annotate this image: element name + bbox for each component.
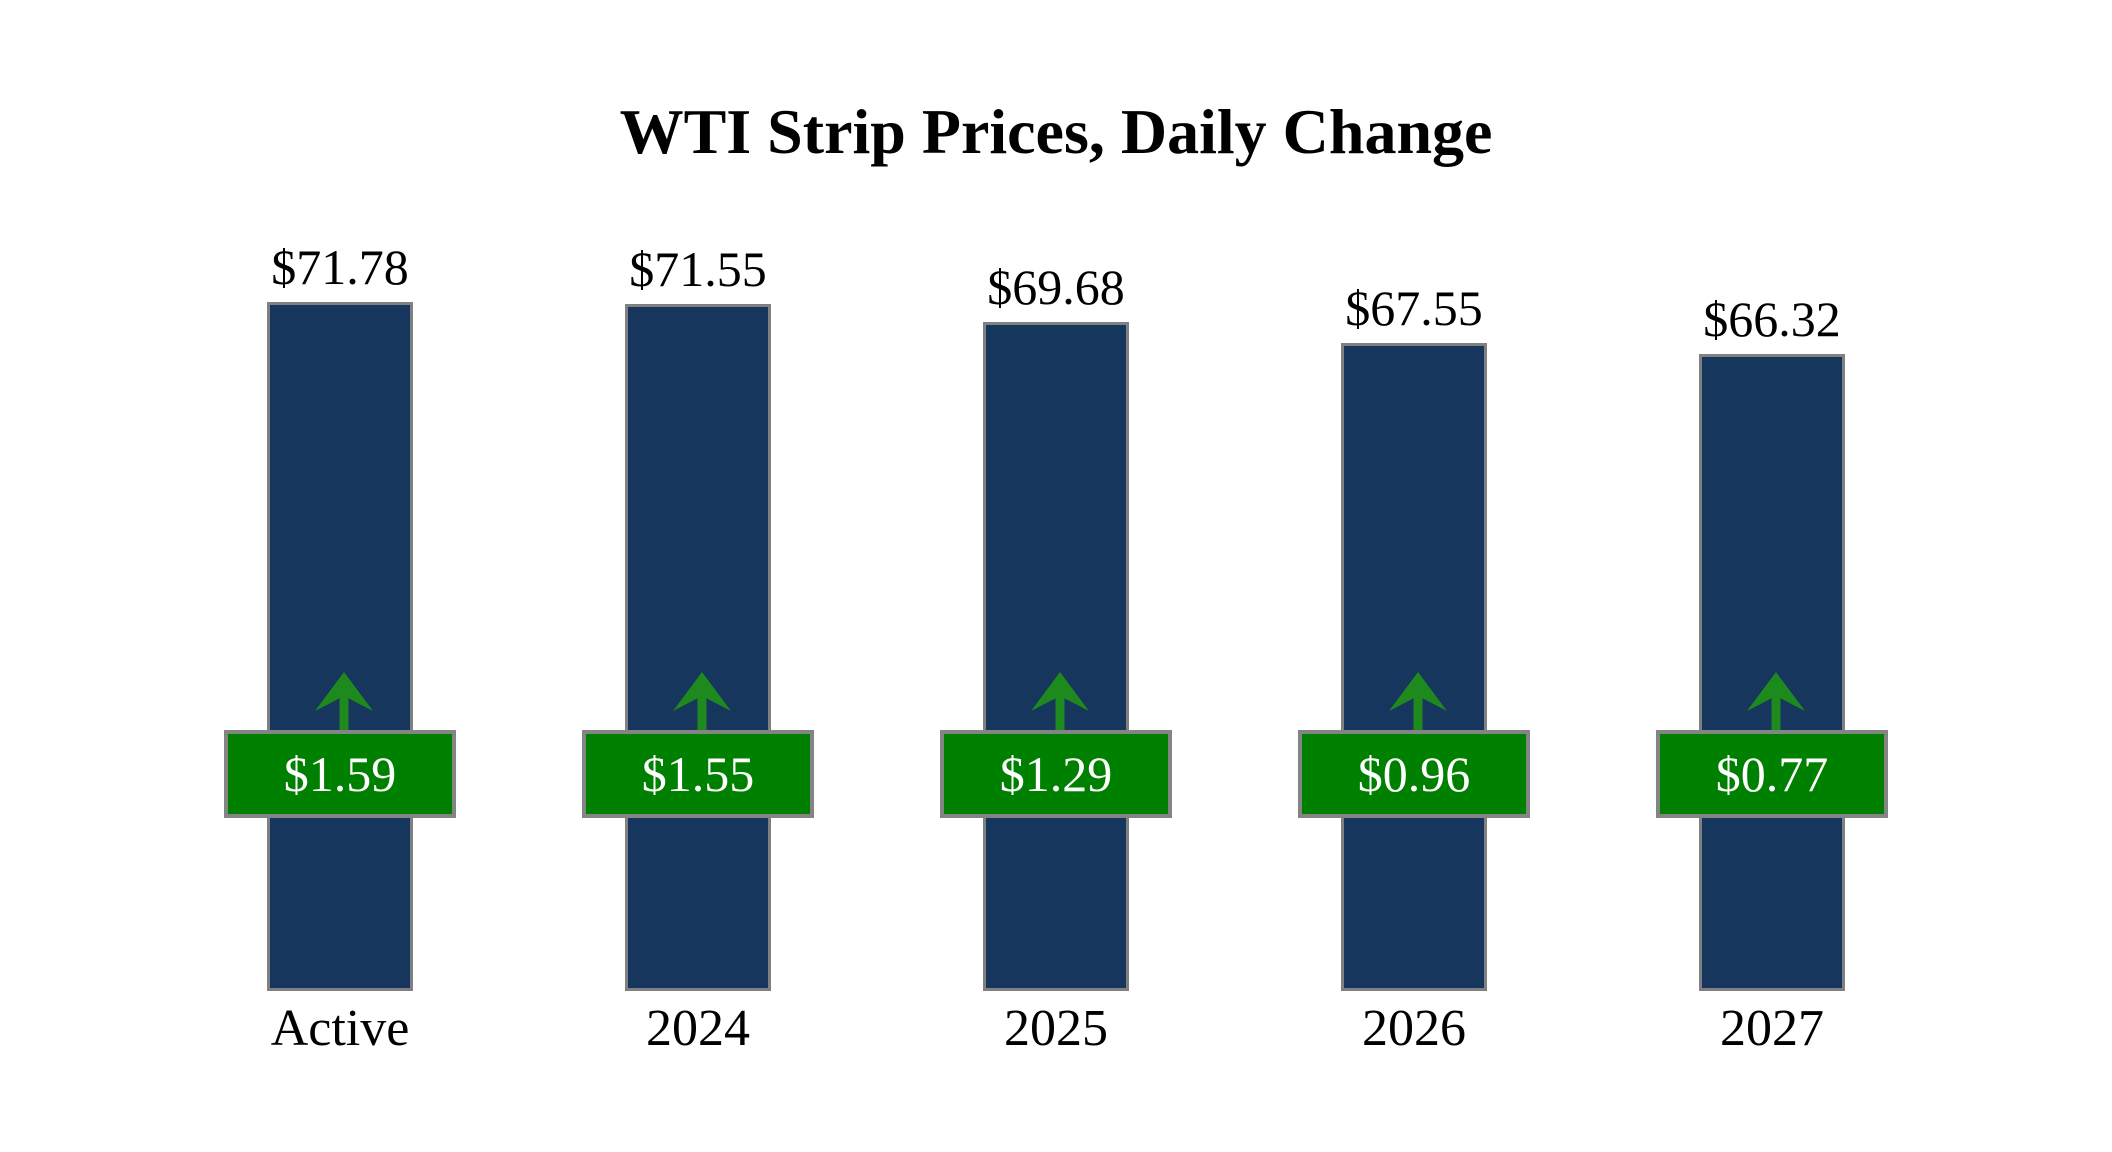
daily-change-label: $0.77	[1715, 746, 1829, 802]
category-label: 2026	[1362, 1000, 1466, 1057]
up-arrow-icon	[1744, 671, 1808, 731]
daily-change-label: $0.96	[1357, 746, 1471, 802]
daily-change-box: $1.29	[940, 730, 1172, 818]
price-label: $71.78	[271, 239, 409, 295]
price-bar	[1699, 354, 1845, 991]
price-bar	[625, 304, 771, 991]
price-bar	[983, 322, 1129, 991]
price-bar	[267, 302, 413, 991]
chart-title: WTI Strip Prices, Daily Change	[619, 96, 1493, 167]
daily-change-label: $1.29	[999, 746, 1113, 802]
price-label: $67.55	[1345, 280, 1483, 336]
category-label: 2025	[1004, 1000, 1108, 1057]
up-arrow-icon	[312, 671, 376, 731]
daily-change-box: $1.55	[582, 730, 814, 818]
daily-change-label: $1.59	[283, 746, 397, 802]
category-label: 2027	[1720, 1000, 1824, 1057]
category-label: 2024	[646, 1000, 750, 1057]
daily-change-box: $1.59	[224, 730, 456, 818]
daily-change-box: $0.77	[1656, 730, 1888, 818]
category-label: Active	[270, 1000, 410, 1057]
up-arrow-icon	[1386, 671, 1450, 731]
price-label: $71.55	[629, 241, 767, 297]
price-label: $69.68	[987, 259, 1125, 315]
price-label: $66.32	[1703, 291, 1841, 347]
up-arrow-icon	[1028, 671, 1092, 731]
daily-change-box: $0.96	[1298, 730, 1530, 818]
up-arrow-icon	[670, 671, 734, 731]
price-bar	[1341, 343, 1487, 991]
daily-change-label: $1.55	[641, 746, 755, 802]
